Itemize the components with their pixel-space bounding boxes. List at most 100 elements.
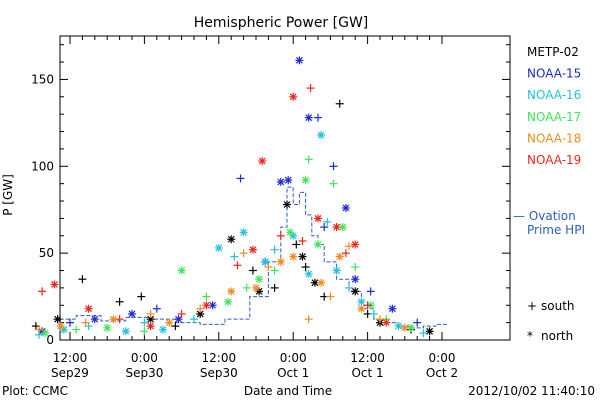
- north-point: [407, 323, 415, 332]
- south-point: [298, 236, 307, 245]
- legend-marker-symbol: *: [527, 329, 533, 343]
- x-tick-label-date: Sep30: [125, 366, 163, 380]
- legend-marker-label: north: [541, 329, 573, 343]
- north-point: [276, 177, 285, 186]
- south-point: [376, 315, 384, 324]
- south-point: [345, 283, 353, 292]
- south-point: [341, 249, 350, 258]
- south-point: [233, 261, 242, 270]
- north-point: [304, 269, 313, 278]
- north-point: [239, 228, 248, 237]
- north-point: [177, 266, 186, 275]
- x-tick-label-date: Oct 1: [351, 366, 383, 380]
- north-point: [394, 322, 403, 331]
- south-point: [78, 275, 87, 284]
- x-tick-label-date: Sep29: [51, 366, 89, 380]
- north-point: [314, 240, 322, 249]
- north-point: [121, 327, 130, 336]
- x-tick-label-date: Oct 1: [277, 366, 309, 380]
- y-axis-label: P [GW]: [1, 174, 15, 216]
- south-point: [146, 309, 155, 318]
- north-point: [255, 275, 264, 284]
- south-point: [270, 245, 279, 254]
- north-point: [351, 275, 360, 284]
- north-point: [90, 315, 99, 324]
- south-point: [140, 327, 149, 336]
- south-point: [314, 113, 322, 122]
- x-tick-label-time: 12:00: [350, 351, 385, 365]
- south-point: [351, 263, 360, 272]
- north-point: [258, 157, 267, 166]
- y-axis: 0 50 100 150: [31, 44, 510, 347]
- north-point: [50, 280, 59, 289]
- south-point: [115, 297, 124, 306]
- south-point: [236, 174, 245, 183]
- north-point: [357, 304, 366, 313]
- south-point: [230, 252, 239, 261]
- north-point: [248, 245, 257, 254]
- south-point: [35, 325, 43, 334]
- north-point: [332, 223, 341, 232]
- south-point: [366, 287, 375, 296]
- north-point: [224, 297, 233, 306]
- north-point: [332, 266, 341, 275]
- north-point: [128, 309, 136, 318]
- south-point: [301, 263, 310, 272]
- legend: METP-02 NOAA-15 NOAA-16 NOAA-17 NOAA-18 NOAA-…: [513, 45, 585, 343]
- legend-marker-label: south: [541, 299, 575, 313]
- south-point: [152, 304, 161, 313]
- south-point: [242, 283, 251, 292]
- chart-title: Hemispheric Power [GW]: [194, 15, 369, 31]
- north-point: [301, 176, 310, 185]
- y-tick-label: 100: [31, 159, 54, 173]
- south-point: [335, 99, 344, 108]
- legend-ovation: — Ovation: [513, 209, 576, 223]
- south-point: [320, 223, 329, 232]
- south-point: [345, 242, 353, 251]
- north-point: [276, 257, 285, 266]
- north-point: [314, 214, 322, 223]
- north-point: [335, 252, 344, 261]
- south-point: [419, 329, 428, 338]
- north-point: [174, 315, 183, 324]
- north-point: [425, 327, 434, 336]
- data-points: [31, 56, 434, 339]
- y-tick-label: 0: [46, 333, 54, 347]
- north-point: [289, 92, 298, 101]
- south-point: [66, 318, 74, 327]
- south-point: [72, 325, 81, 334]
- south-point: [239, 249, 248, 258]
- south-point: [177, 309, 186, 318]
- plot-frame: [59, 35, 511, 341]
- north-point: [351, 240, 360, 249]
- south-point: [196, 304, 205, 313]
- south-point: [306, 84, 315, 93]
- north-point: [295, 56, 304, 65]
- y-tick-label: 50: [39, 246, 54, 260]
- x-tick-label-time: 0:00: [131, 351, 158, 365]
- south-point: [304, 315, 313, 324]
- south-point: [329, 179, 338, 188]
- north-point: [227, 287, 236, 296]
- x-axis-label: Date and Time: [244, 384, 332, 398]
- south-point: [137, 292, 146, 301]
- north-point: [400, 323, 409, 332]
- north-point: [317, 278, 326, 287]
- north-point: [56, 322, 65, 331]
- south-point: [329, 162, 338, 171]
- south-point: [248, 266, 257, 275]
- south-point: [363, 301, 372, 310]
- south-point: [115, 315, 124, 324]
- legend-ovation: Prime HPI: [527, 223, 585, 237]
- north-point: [255, 287, 264, 296]
- south-point: [369, 309, 378, 318]
- south-point: [38, 287, 47, 296]
- legend-item: NOAA-17: [527, 110, 581, 124]
- south-point: [292, 240, 301, 249]
- north-point: [388, 304, 397, 313]
- north-point: [298, 252, 307, 261]
- south-point: [264, 263, 273, 272]
- north-point: [286, 228, 295, 237]
